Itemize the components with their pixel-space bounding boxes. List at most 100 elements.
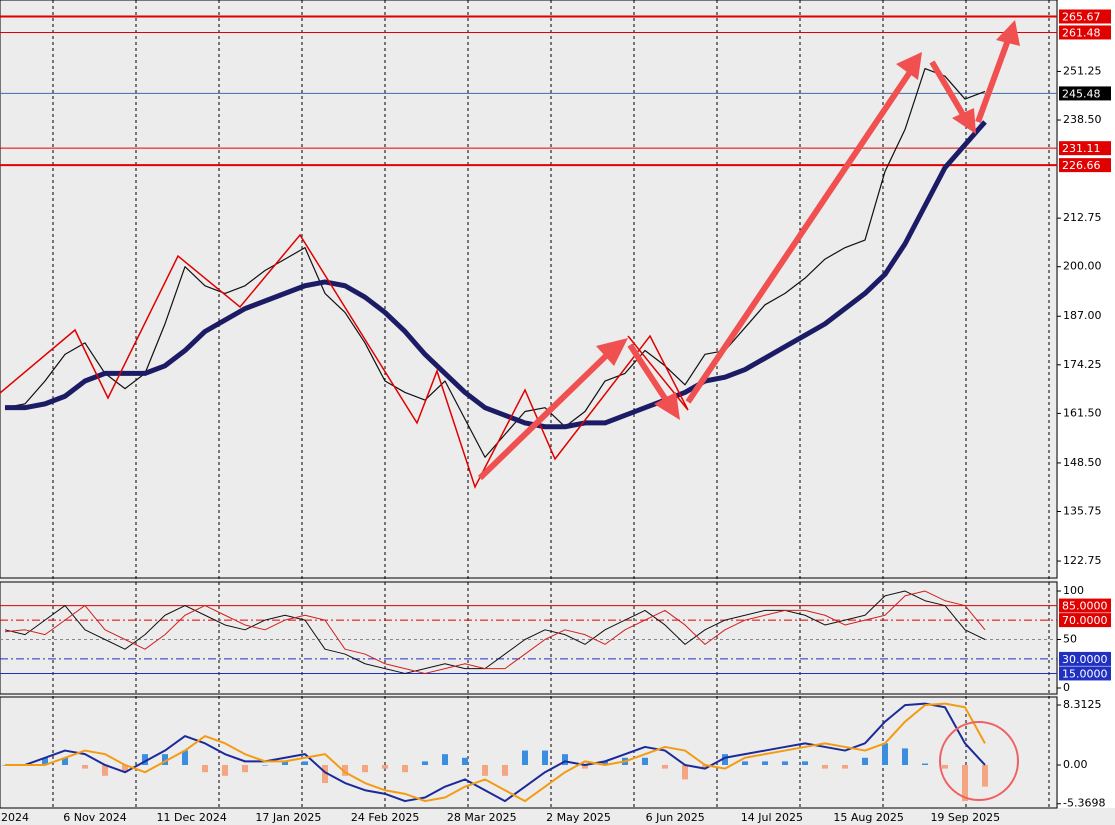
histogram-bar (742, 761, 748, 765)
y-tick-label: 200.00 (1063, 260, 1102, 273)
histogram-bar (682, 764, 688, 780)
arrows (477, 20, 1020, 481)
y-tick-label: 135.75 (1063, 505, 1102, 518)
histogram-bar (862, 757, 868, 765)
histogram-bar (382, 764, 388, 769)
histogram-bar (802, 761, 808, 765)
level-label-box (1059, 666, 1111, 681)
panel-frame (0, 581, 1058, 695)
series-line (5, 120, 987, 430)
y-tick-label: 251.25 (1063, 64, 1102, 77)
plot-area (0, 0, 1057, 825)
histogram-bar (182, 750, 188, 765)
series-line (4, 67, 986, 458)
series-line (5, 702, 986, 803)
y-tick-label: 0 (1063, 681, 1070, 694)
y-tick-label: 148.50 (1063, 456, 1102, 469)
histogram-bar (202, 764, 208, 773)
histogram-bar (42, 757, 48, 765)
histogram-bar (822, 764, 828, 769)
histogram-bar (302, 761, 308, 765)
level-label: 70.0000 (1062, 614, 1108, 627)
x-tick-label: 28 Mar 2025 (447, 811, 517, 824)
x-tick-label: 19 Sep 2025 (930, 811, 1000, 824)
histogram-bar (542, 750, 548, 765)
histogram-bar (762, 761, 768, 765)
x-tick-label: 6 Jun 2025 (646, 811, 705, 824)
histogram-bar (722, 754, 728, 765)
x-tick-label: 15 Aug 2025 (833, 811, 903, 824)
level-label: 261.48 (1062, 26, 1101, 39)
series-line (5, 702, 986, 803)
histogram-bar (462, 757, 468, 765)
histogram-bar (162, 754, 168, 765)
histogram-bar (982, 764, 988, 787)
histogram-bar (902, 748, 908, 765)
histogram-bar (342, 764, 348, 776)
histogram-bar (82, 764, 88, 769)
x-tick-label: 6 Nov 2024 (63, 811, 126, 824)
y-tick-label: 0.00 (1063, 758, 1088, 771)
y-tick-label: 212.75 (1063, 211, 1102, 224)
y-tick-label: 174.25 (1063, 358, 1102, 371)
histogram-bar (102, 764, 108, 776)
histogram-bar (782, 761, 788, 765)
histogram-bar (242, 764, 248, 773)
histogram-bar (562, 754, 568, 765)
histogram-bar (602, 761, 608, 765)
level-label: 231.11 (1062, 142, 1101, 155)
histogram-bar (582, 764, 588, 769)
level-label-box (1059, 9, 1111, 24)
level-label: 265.67 (1062, 10, 1101, 23)
histogram-bar (642, 757, 648, 765)
x-tick-label: 2 May 2025 (546, 811, 611, 824)
level-label: 245.48 (1062, 87, 1101, 100)
level-label-box (1059, 158, 1111, 173)
histogram-bar (702, 764, 708, 769)
histogram-bar (362, 764, 368, 773)
y-tick-label: 187.00 (1063, 309, 1102, 322)
histogram-bar (222, 764, 228, 776)
histogram-bar (62, 757, 68, 765)
histogram-bar (842, 764, 848, 769)
histogram-bar (422, 761, 428, 765)
y-tick-label: 50 (1063, 633, 1077, 646)
y-tick-label: 8.3125 (1063, 698, 1102, 711)
level-label-box (1059, 86, 1111, 101)
level-label: 226.66 (1062, 159, 1101, 172)
level-label-box (1059, 25, 1111, 40)
x-tick-label: 14 Jul 2025 (741, 811, 803, 824)
level-label-box (1059, 598, 1111, 613)
y-tick-label: -5.3698 (1063, 797, 1105, 810)
level-label: 15.0000 (1062, 667, 1108, 680)
x-tick-label: 11 Dec 2024 (157, 811, 227, 824)
histogram-bar (262, 764, 268, 766)
histogram-bar (482, 764, 488, 776)
panel-frame (0, 0, 1058, 579)
histogram-bar (122, 764, 128, 773)
histogram-bar (322, 764, 328, 784)
x-tick-label: 24 Feb 2025 (351, 811, 419, 824)
x-tick-label: 17 Jan 2025 (255, 811, 321, 824)
histogram-bar (662, 764, 668, 769)
histogram-bar (962, 764, 968, 802)
level-label: 30.0000 (1062, 653, 1108, 666)
y-tick-label: 161.50 (1063, 406, 1102, 419)
y-tick-label: 122.75 (1063, 554, 1102, 567)
histogram-bar (922, 763, 928, 765)
histogram-bar (442, 754, 448, 765)
level-label-box (1059, 613, 1111, 628)
series-line (4, 590, 986, 674)
level-label: 85.0000 (1062, 600, 1108, 613)
histogram-bar (502, 764, 508, 776)
histogram-bar (282, 761, 288, 765)
level-label-box (1059, 141, 1111, 156)
series-line (4, 590, 986, 674)
histogram-bar (142, 754, 148, 765)
x-tick-label: 2024 (1, 811, 29, 824)
level-label-box (1059, 651, 1111, 666)
histogram-bar (942, 764, 948, 769)
y-tick-label: 238.50 (1063, 113, 1102, 126)
